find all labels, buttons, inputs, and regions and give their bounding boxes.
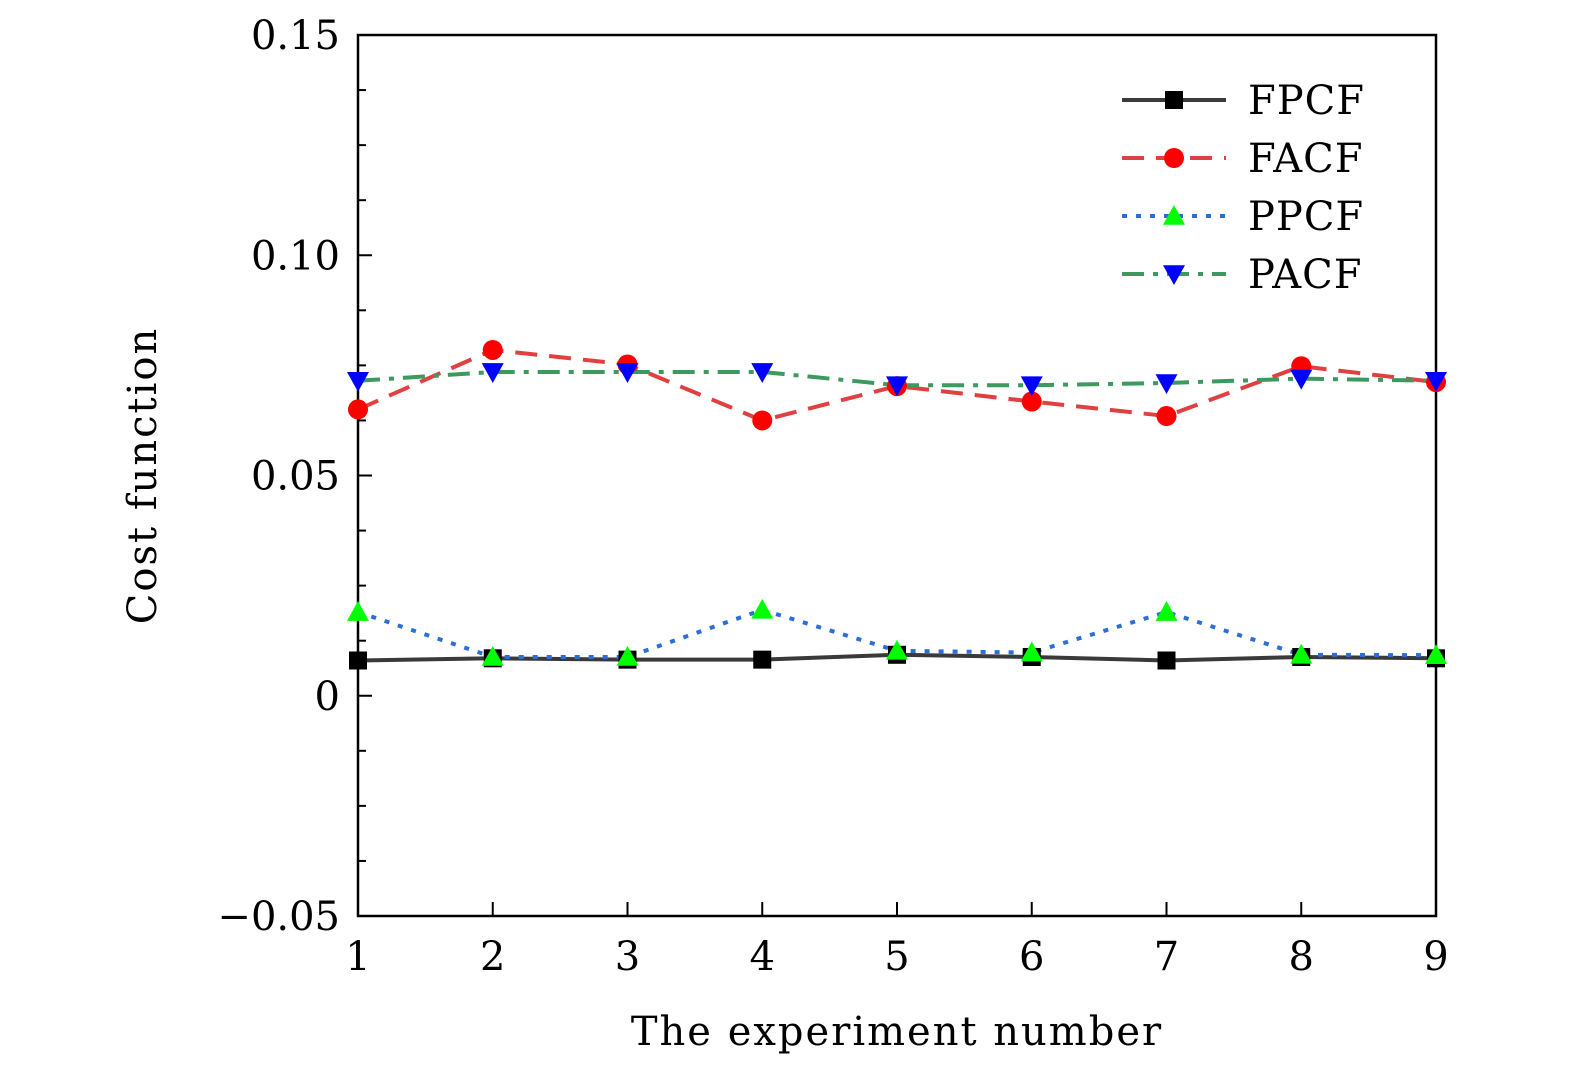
- y-tick-label: 0.15: [251, 13, 340, 59]
- y-tick-label: 0: [315, 674, 340, 720]
- y-tick-label: −0.05: [217, 894, 340, 940]
- series-line-facf: [357, 347, 1437, 423]
- data-point-pacf: [1155, 374, 1178, 394]
- x-tick-label: 9: [1423, 934, 1448, 980]
- data-point-fpcf: [349, 651, 367, 670]
- data-point-ppcf: [1020, 641, 1043, 662]
- x-tick-label: 2: [480, 934, 505, 980]
- data-point-ppcf: [481, 645, 504, 666]
- data-point-pacf: [1020, 376, 1043, 397]
- x-tick-label: 8: [1289, 934, 1314, 980]
- data-point-ppcf: [1425, 644, 1447, 665]
- x-axis: 1 2 3 4 5 6 7 8 9: [345, 902, 1449, 980]
- x-tick-label: 7: [1154, 934, 1179, 980]
- y-axis-title: Cost function: [120, 327, 166, 624]
- legend-label-fpcf: FPCF: [1248, 78, 1365, 124]
- data-point-ppcf: [1155, 601, 1178, 621]
- legend-marker-pacf: [1163, 265, 1185, 285]
- y-tick-label: 0.10: [251, 233, 340, 279]
- data-point-facf: [752, 410, 773, 431]
- data-point-pacf: [616, 363, 639, 383]
- x-tick-label: 6: [1019, 934, 1044, 980]
- data-point-ppcf: [347, 601, 369, 621]
- legend-label-ppcf: PPCF: [1248, 194, 1364, 240]
- data-point-fpcf: [1157, 651, 1176, 670]
- series-markers: [347, 339, 1447, 670]
- data-point-pacf: [1290, 369, 1313, 390]
- x-tick-label: 4: [750, 934, 775, 980]
- data-point-pacf: [481, 363, 504, 383]
- x-axis-title: The experiment number: [631, 1009, 1163, 1055]
- x-tick-label: 1: [345, 934, 370, 980]
- data-point-pacf: [1425, 371, 1447, 392]
- data-point-ppcf: [886, 639, 908, 660]
- legend-marker-facf: [1164, 148, 1184, 168]
- data-point-facf: [1156, 406, 1177, 427]
- legend-marker-ppcf: [1163, 205, 1185, 225]
- legend: FPCF FACF PPCF PACF: [1122, 78, 1365, 298]
- x-tick-label: 3: [615, 934, 640, 980]
- data-point-ppcf: [616, 645, 639, 666]
- legend-marker-fpcf: [1165, 91, 1183, 109]
- y-tick-label: 0.05: [251, 454, 340, 500]
- data-point-facf: [482, 339, 503, 360]
- y-axis: −0.05 0 0.05 0.10 0.15: [217, 13, 372, 940]
- data-point-fpcf: [753, 650, 772, 669]
- data-point-facf: [348, 399, 368, 420]
- data-point-facf: [1021, 391, 1042, 412]
- data-point-ppcf: [751, 598, 774, 619]
- data-point-pacf: [886, 376, 908, 397]
- data-point-pacf: [347, 371, 369, 392]
- series-lines: [357, 347, 1437, 663]
- x-tick-label: 5: [884, 934, 909, 980]
- legend-label-pacf: PACF: [1248, 252, 1363, 298]
- legend-label-facf: FACF: [1248, 136, 1364, 182]
- data-point-ppcf: [1290, 643, 1313, 664]
- data-point-pacf: [751, 363, 774, 383]
